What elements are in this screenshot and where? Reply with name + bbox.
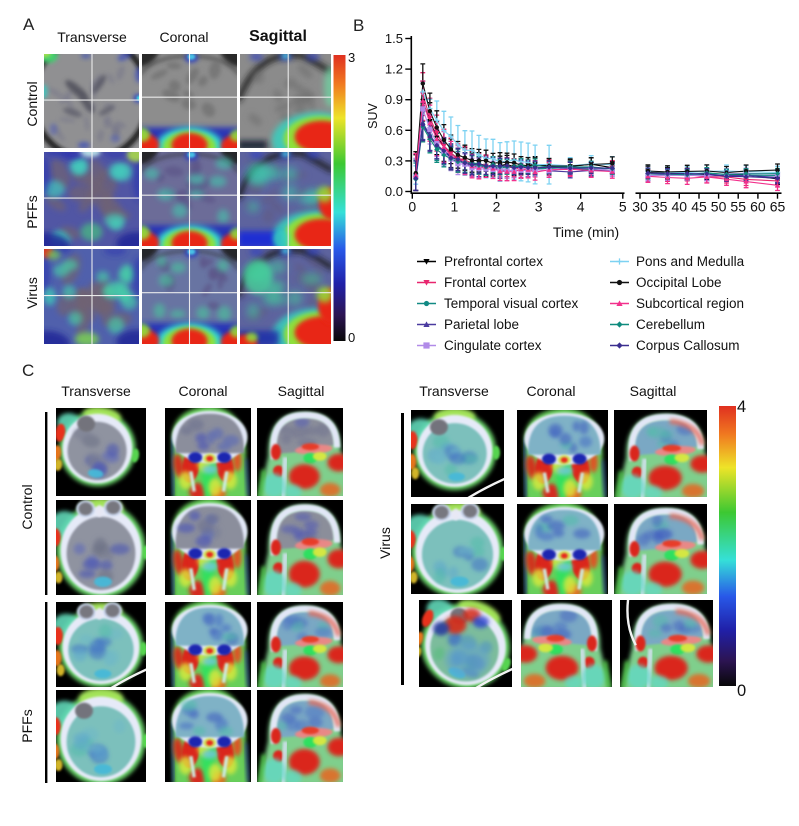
svg-text:55: 55 [730,199,746,215]
svg-text:0.0: 0.0 [385,184,403,199]
svg-text:4: 4 [577,199,585,215]
svg-text:2: 2 [493,199,501,215]
svg-text:65: 65 [770,199,786,215]
svg-text:1.5: 1.5 [385,31,403,46]
svg-text:0: 0 [408,199,416,215]
svg-text:0.6: 0.6 [385,123,403,138]
svg-text:40: 40 [672,199,688,215]
svg-text:60: 60 [750,199,766,215]
svg-text:45: 45 [691,199,707,215]
svg-text:5: 5 [619,199,627,215]
svg-text:35: 35 [652,199,668,215]
svg-text:30: 30 [632,199,648,215]
svg-text:0.9: 0.9 [385,92,403,107]
svg-text:0.3: 0.3 [385,153,403,168]
svg-text:1: 1 [451,199,459,215]
svg-text:1.2: 1.2 [385,62,403,77]
svg-text:3: 3 [535,199,543,215]
svg-text:50: 50 [711,199,727,215]
